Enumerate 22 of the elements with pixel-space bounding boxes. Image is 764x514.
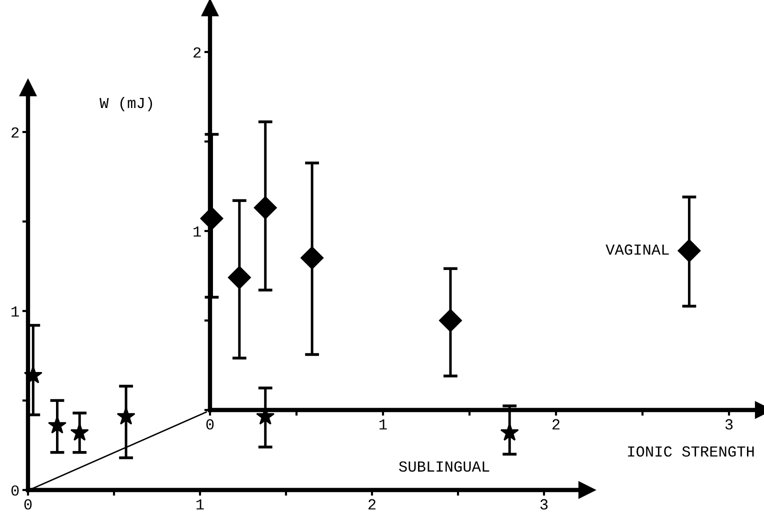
x-tick-label: 0 bbox=[24, 499, 32, 510]
x-axis-title: IONIC STRENGTH bbox=[628, 446, 754, 457]
series-label: SUBLINGUAL bbox=[399, 461, 490, 472]
x-tick-label: 2 bbox=[552, 419, 560, 430]
y-tick-label: 2 bbox=[12, 127, 19, 138]
x-tick-label: 3 bbox=[725, 419, 733, 430]
point bbox=[70, 422, 89, 441]
point bbox=[116, 406, 136, 425]
x-tick-label: 0 bbox=[206, 419, 214, 430]
point bbox=[228, 266, 251, 290]
series-label: VAGINAL bbox=[606, 244, 669, 255]
point bbox=[678, 239, 701, 262]
point bbox=[500, 422, 519, 441]
y-axis-title: W (mJ) bbox=[100, 96, 152, 112]
x-tick-label: 2 bbox=[368, 499, 376, 510]
point bbox=[438, 309, 462, 332]
point bbox=[300, 246, 324, 270]
point bbox=[254, 196, 277, 220]
y-tick-label: 1 bbox=[12, 306, 19, 317]
x-tick-label: 1 bbox=[380, 419, 387, 430]
y-tick-label: 0 bbox=[11, 485, 19, 496]
x-tick-label: 3 bbox=[540, 499, 548, 510]
